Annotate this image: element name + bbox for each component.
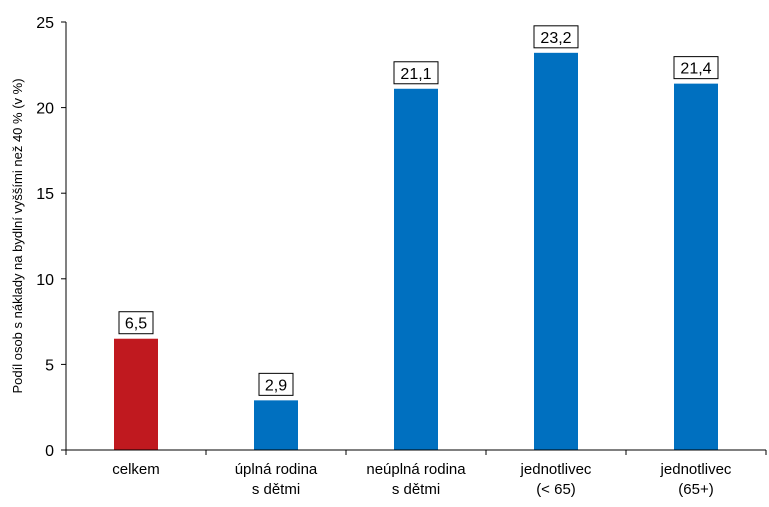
x-tick-label: neúplná rodina s dětmi [366, 461, 466, 498]
x-tick-label-line: neúplná rodina [366, 461, 466, 478]
y-axis-label: Podíl osob s náklady na bydlní vyššími n… [10, 78, 25, 393]
y-tick-label: 10 [36, 272, 54, 289]
bar [254, 400, 298, 450]
bar [534, 53, 578, 450]
x-tick-label-line: jednotlivec [660, 461, 732, 478]
data-label: 21,1 [400, 66, 431, 83]
y-tick-label: 5 [45, 357, 54, 374]
x-tick-label-line: s dětmi [392, 481, 440, 498]
x-tick-label-line: (< 65) [536, 481, 576, 498]
x-tick-label-line: jednotlivec [520, 461, 592, 478]
data-label: 21,4 [680, 61, 711, 78]
y-axis-label-group: Podíl osob s náklady na bydlní vyššími n… [10, 78, 25, 393]
y-tick-label: 15 [36, 186, 54, 203]
x-tick-label-line: úplná rodina [235, 461, 318, 478]
bars [114, 53, 718, 450]
data-label: 2,9 [265, 377, 287, 394]
bar [394, 89, 438, 450]
x-tick-label: jednotlivec (65+) [660, 461, 732, 498]
x-axis-tick-labels: celkem úplná rodina s dětmi neúplná rodina s… [112, 461, 732, 498]
x-tick-label-line: s dětmi [252, 481, 300, 498]
data-label: 23,2 [540, 30, 571, 47]
x-tick-label-line: (65+) [678, 481, 713, 498]
bar [674, 84, 718, 450]
x-tick-label: úplná rodina s dětmi [235, 461, 318, 498]
y-tick-label: 0 [45, 443, 54, 460]
y-tick-label: 20 [36, 101, 54, 118]
x-tick-label-line: celkem [112, 461, 160, 478]
y-tick-label: 25 [36, 15, 54, 32]
bar [114, 339, 158, 450]
x-tick-label: celkem [112, 461, 160, 478]
x-tick-label: jednotlivec (< 65) [520, 461, 592, 498]
data-label: 6,5 [125, 316, 147, 333]
